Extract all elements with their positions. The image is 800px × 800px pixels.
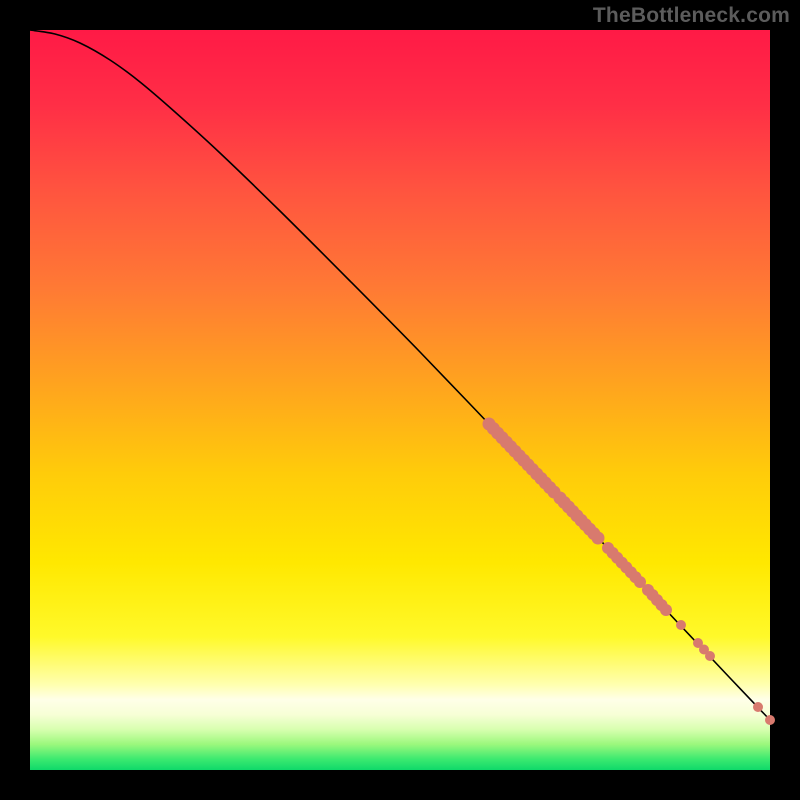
chart-svg [0, 0, 800, 800]
data-marker [660, 604, 672, 616]
chart-stage: TheBottleneck.com [0, 0, 800, 800]
watermark-text: TheBottleneck.com [593, 4, 790, 28]
data-marker [676, 620, 686, 630]
data-marker [753, 702, 763, 712]
data-marker [705, 651, 715, 661]
gradient-panel [30, 30, 770, 770]
data-marker [592, 532, 605, 545]
data-marker [765, 715, 775, 725]
